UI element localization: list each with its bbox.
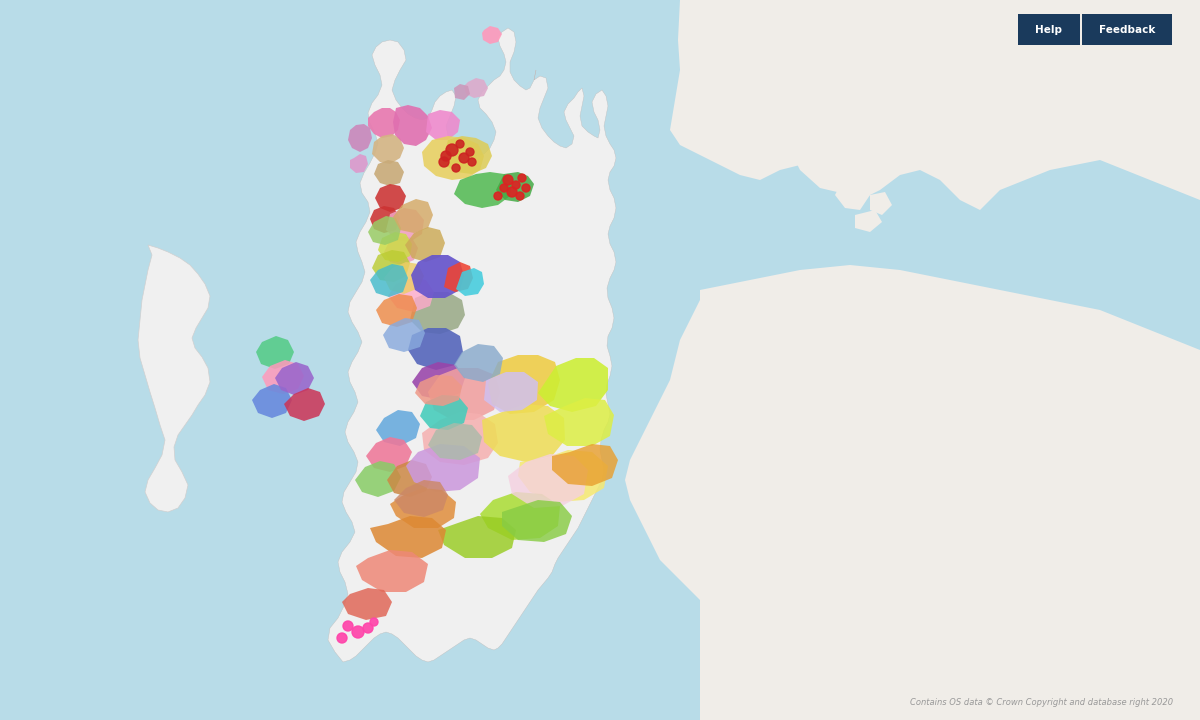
Circle shape bbox=[512, 181, 520, 189]
Polygon shape bbox=[464, 78, 488, 98]
Circle shape bbox=[446, 144, 458, 156]
Polygon shape bbox=[408, 328, 463, 370]
Polygon shape bbox=[374, 160, 404, 186]
Circle shape bbox=[337, 633, 347, 643]
Polygon shape bbox=[138, 245, 210, 512]
Polygon shape bbox=[370, 264, 408, 297]
Polygon shape bbox=[454, 84, 470, 100]
Circle shape bbox=[364, 623, 373, 633]
Polygon shape bbox=[412, 362, 466, 400]
Polygon shape bbox=[386, 208, 424, 242]
Polygon shape bbox=[456, 268, 484, 296]
Polygon shape bbox=[372, 134, 404, 164]
Polygon shape bbox=[484, 372, 538, 412]
Circle shape bbox=[503, 175, 514, 185]
Polygon shape bbox=[386, 460, 432, 497]
Polygon shape bbox=[538, 358, 608, 412]
Polygon shape bbox=[374, 184, 406, 212]
Polygon shape bbox=[422, 136, 484, 180]
Circle shape bbox=[456, 140, 464, 148]
Polygon shape bbox=[454, 344, 503, 382]
Circle shape bbox=[439, 157, 449, 167]
Circle shape bbox=[518, 174, 526, 182]
Polygon shape bbox=[376, 294, 418, 327]
Polygon shape bbox=[262, 360, 304, 394]
Circle shape bbox=[494, 192, 502, 200]
Polygon shape bbox=[422, 412, 498, 465]
Polygon shape bbox=[488, 355, 560, 414]
Polygon shape bbox=[625, 265, 1200, 720]
Text: Feedback: Feedback bbox=[1099, 24, 1156, 35]
Polygon shape bbox=[384, 262, 424, 294]
Polygon shape bbox=[544, 398, 614, 446]
Polygon shape bbox=[342, 588, 392, 620]
Polygon shape bbox=[870, 192, 892, 215]
Polygon shape bbox=[415, 375, 462, 406]
Circle shape bbox=[468, 158, 476, 166]
Polygon shape bbox=[410, 292, 466, 334]
Polygon shape bbox=[383, 318, 425, 352]
Polygon shape bbox=[552, 444, 618, 486]
Polygon shape bbox=[480, 492, 560, 540]
Polygon shape bbox=[508, 454, 588, 508]
Polygon shape bbox=[394, 480, 448, 517]
Polygon shape bbox=[376, 410, 420, 446]
Polygon shape bbox=[394, 199, 433, 233]
Polygon shape bbox=[384, 236, 418, 265]
Circle shape bbox=[442, 151, 451, 161]
Polygon shape bbox=[372, 250, 410, 282]
Polygon shape bbox=[370, 516, 446, 558]
Polygon shape bbox=[502, 500, 572, 542]
Circle shape bbox=[343, 621, 353, 631]
Polygon shape bbox=[482, 404, 565, 462]
Polygon shape bbox=[355, 461, 401, 497]
Polygon shape bbox=[454, 172, 512, 208]
Polygon shape bbox=[442, 136, 492, 174]
Polygon shape bbox=[428, 368, 500, 420]
Polygon shape bbox=[518, 450, 608, 502]
Polygon shape bbox=[390, 488, 456, 528]
Polygon shape bbox=[428, 423, 482, 460]
Polygon shape bbox=[790, 125, 880, 195]
Polygon shape bbox=[406, 444, 480, 492]
Polygon shape bbox=[388, 278, 434, 312]
Circle shape bbox=[522, 184, 530, 192]
Circle shape bbox=[370, 618, 378, 626]
Polygon shape bbox=[420, 395, 468, 430]
Polygon shape bbox=[366, 437, 412, 472]
Polygon shape bbox=[348, 124, 372, 152]
Polygon shape bbox=[356, 550, 428, 592]
Polygon shape bbox=[275, 362, 314, 395]
Circle shape bbox=[458, 153, 469, 163]
Polygon shape bbox=[328, 28, 616, 662]
Polygon shape bbox=[482, 26, 502, 44]
Polygon shape bbox=[284, 388, 325, 421]
Polygon shape bbox=[670, 0, 1200, 210]
Polygon shape bbox=[370, 206, 400, 233]
Polygon shape bbox=[496, 172, 534, 202]
Polygon shape bbox=[406, 227, 445, 262]
Polygon shape bbox=[444, 262, 473, 292]
Polygon shape bbox=[835, 180, 870, 210]
Text: Help: Help bbox=[1036, 24, 1062, 35]
Circle shape bbox=[516, 192, 524, 200]
Circle shape bbox=[352, 626, 364, 638]
Text: Contains OS data © Crown Copyright and database right 2020: Contains OS data © Crown Copyright and d… bbox=[911, 698, 1174, 707]
Polygon shape bbox=[426, 110, 460, 140]
Polygon shape bbox=[256, 336, 294, 369]
Polygon shape bbox=[350, 154, 368, 173]
Circle shape bbox=[508, 187, 517, 197]
Polygon shape bbox=[252, 384, 292, 418]
Polygon shape bbox=[854, 210, 882, 232]
Polygon shape bbox=[368, 216, 401, 245]
Circle shape bbox=[500, 184, 508, 192]
Circle shape bbox=[452, 164, 460, 172]
Polygon shape bbox=[748, 275, 840, 308]
Polygon shape bbox=[378, 232, 412, 262]
Polygon shape bbox=[438, 516, 516, 558]
Polygon shape bbox=[410, 255, 464, 298]
Circle shape bbox=[466, 148, 474, 156]
Polygon shape bbox=[394, 105, 432, 146]
Polygon shape bbox=[368, 108, 400, 138]
